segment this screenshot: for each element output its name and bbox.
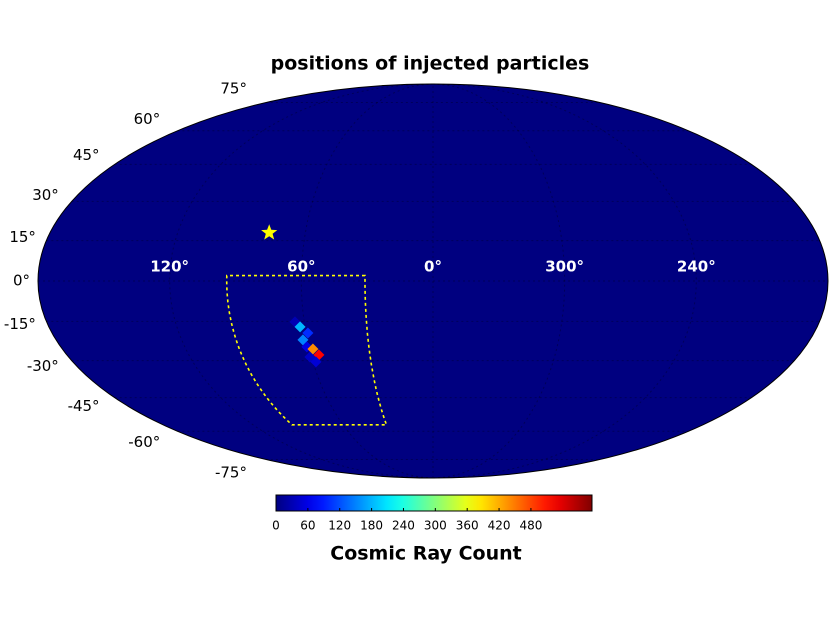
lon-tick-label: 240° (677, 258, 716, 276)
grid-line (432, 83, 566, 479)
sky-cell (302, 327, 314, 339)
lon-tick-label: 0° (424, 258, 442, 276)
lon-tick-label: 60° (287, 258, 315, 276)
colorbar-tick-label: 420 (488, 519, 511, 533)
star-marker (261, 224, 278, 240)
colorbar (275, 494, 593, 512)
lat-tick-label: -45° (68, 397, 100, 415)
lat-tick-label: 30° (32, 186, 59, 204)
sky-cell (307, 343, 319, 355)
selection-region (225, 274, 388, 426)
lat-tick-label: 45° (73, 146, 100, 164)
colorbar-tick-label: 0 (272, 519, 280, 533)
colorbar-tick-label: 300 (424, 519, 447, 533)
sky-cell (294, 321, 306, 333)
lat-tick-label: -75° (215, 464, 247, 482)
colorbar-tick-label: 180 (360, 519, 383, 533)
colorbar-tick-label: 240 (392, 519, 415, 533)
colorbar-tick-label: 480 (519, 519, 542, 533)
sky-cell (310, 356, 322, 368)
lat-tick-label: -30° (27, 357, 59, 375)
colorbar-tick-label: 60 (300, 519, 315, 533)
lat-tick-label: 15° (9, 228, 36, 246)
lon-tick-label: 300° (545, 258, 584, 276)
colorbar-tick-label: 360 (456, 519, 479, 533)
lon-tick-label: 120° (150, 258, 189, 276)
grid-line (300, 83, 434, 479)
lat-tick-label: 75° (220, 79, 247, 97)
lat-tick-label: 60° (134, 110, 161, 128)
colorbar-label: Cosmic Ray Count (330, 543, 522, 565)
colorbar-tick-label: 120 (328, 519, 351, 533)
lat-tick-label: -60° (128, 433, 160, 451)
sky-background (37, 83, 829, 479)
lat-tick-label: 0° (13, 272, 30, 290)
lat-tick-label: -15° (4, 315, 36, 333)
chart-title: positions of injected particles (271, 53, 590, 75)
